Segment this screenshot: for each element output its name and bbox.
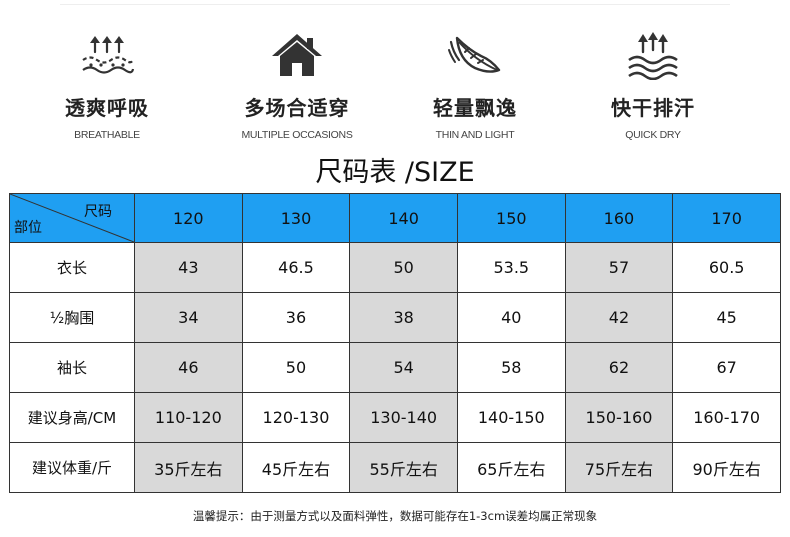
table-cell: 110-120 bbox=[134, 392, 243, 443]
table-row: 衣长 43 46.5 50 53.5 57 60.5 bbox=[9, 242, 781, 293]
feature-title: 多场合适穿 bbox=[244, 96, 350, 120]
corner-cell: 尺码 部位 bbox=[9, 193, 135, 243]
table-cell: 50 bbox=[349, 242, 458, 293]
table-cell: 130-140 bbox=[349, 392, 458, 443]
table-header-row: 尺码 部位 120 130 140 150 160 170 bbox=[9, 193, 781, 243]
feature-breathable: 透爽呼吸 BREATHABLE bbox=[27, 30, 187, 141]
table-row: 建议身高/CM 110-120 120-130 130-140 140-150 … bbox=[9, 392, 781, 443]
feature-quick-dry: 快干排汗 QUICK DRY bbox=[573, 30, 733, 141]
feature-subtitle: BREATHABLE bbox=[74, 129, 140, 141]
table-cell: 40 bbox=[456, 292, 566, 343]
row-label: 建议体重/斤 bbox=[9, 442, 135, 493]
size-header-cell: 120 bbox=[134, 193, 243, 243]
table-cell: 120-130 bbox=[241, 392, 351, 443]
table-row: ½胸围 34 36 38 40 42 45 bbox=[9, 292, 781, 343]
corner-size-label: 尺码 bbox=[84, 204, 112, 220]
table-cell: 36 bbox=[241, 292, 351, 343]
size-header-cell: 130 bbox=[241, 193, 351, 243]
row-label: 袖长 bbox=[9, 342, 135, 393]
house-icon bbox=[272, 34, 322, 76]
size-header-cell: 170 bbox=[672, 193, 781, 243]
diagonal-divider bbox=[10, 194, 134, 242]
table-cell: 53.5 bbox=[456, 242, 566, 293]
row-label: 衣长 bbox=[9, 242, 135, 293]
table-cell: 54 bbox=[349, 342, 458, 393]
table-row: 建议体重/斤 35斤左右 45斤左右 55斤左右 65斤左右 75斤左右 90斤… bbox=[9, 442, 781, 493]
size-table: 尺码 部位 120 130 140 150 160 170 衣长 43 46.5… bbox=[9, 193, 781, 493]
row-label: ½胸围 bbox=[9, 292, 135, 343]
feature-thin-and-light: 轻量飘逸 THIN AND LIGHT bbox=[395, 30, 555, 141]
table-cell: 58 bbox=[456, 342, 566, 393]
corner-part-label: 部位 bbox=[14, 220, 42, 236]
quick-dry-icon bbox=[628, 32, 678, 80]
size-header-cell: 150 bbox=[456, 193, 566, 243]
table-cell: 150-160 bbox=[564, 392, 674, 443]
table-cell: 38 bbox=[349, 292, 458, 343]
table-cell: 160-170 bbox=[672, 392, 781, 443]
table-cell: 65斤左右 bbox=[456, 442, 566, 493]
table-row: 袖长 46 50 54 58 62 67 bbox=[9, 342, 781, 393]
size-chart-title: 尺码表 /SIZE bbox=[315, 157, 475, 188]
table-cell: 45斤左右 bbox=[241, 442, 351, 493]
feature-subtitle: THIN AND LIGHT bbox=[435, 129, 515, 141]
feature-title: 透爽呼吸 bbox=[65, 96, 149, 120]
feather-icon bbox=[448, 36, 501, 73]
table-cell: 35斤左右 bbox=[134, 442, 243, 493]
size-header-cell: 160 bbox=[564, 193, 674, 243]
table-cell: 34 bbox=[134, 292, 243, 343]
measurement-note: 温馨提示：由于测量方式以及面料弹性，数据可能存在1-3cm误差均属正常现象 bbox=[192, 509, 598, 523]
table-cell: 140-150 bbox=[456, 392, 566, 443]
table-cell: 62 bbox=[564, 342, 674, 393]
feature-title: 轻量飘逸 bbox=[433, 96, 517, 120]
table-cell: 50 bbox=[241, 342, 351, 393]
table-cell: 45 bbox=[672, 292, 781, 343]
feature-title: 快干排汗 bbox=[611, 96, 695, 120]
row-label: 建议身高/CM bbox=[9, 392, 135, 443]
breathable-icon bbox=[82, 36, 135, 74]
table-cell: 57 bbox=[564, 242, 674, 293]
feature-subtitle: MULTIPLE OCCASIONS bbox=[241, 129, 353, 141]
size-header-cell: 140 bbox=[349, 193, 458, 243]
table-cell: 55斤左右 bbox=[349, 442, 458, 493]
table-cell: 75斤左右 bbox=[564, 442, 674, 493]
feature-multiple-occasions: 多场合适穿 MULTIPLE OCCASIONS bbox=[217, 30, 377, 141]
table-cell: 43 bbox=[134, 242, 243, 293]
table-cell: 60.5 bbox=[672, 242, 781, 293]
top-divider bbox=[60, 4, 730, 5]
table-cell: 46 bbox=[134, 342, 243, 393]
feature-row: 透爽呼吸 BREATHABLE 多场合适穿 MULTIPLE OCCASIONS… bbox=[0, 30, 790, 148]
table-cell: 90斤左右 bbox=[672, 442, 781, 493]
table-cell: 46.5 bbox=[241, 242, 351, 293]
table-cell: 67 bbox=[672, 342, 781, 393]
table-cell: 42 bbox=[564, 292, 674, 343]
feature-subtitle: QUICK DRY bbox=[625, 129, 681, 141]
